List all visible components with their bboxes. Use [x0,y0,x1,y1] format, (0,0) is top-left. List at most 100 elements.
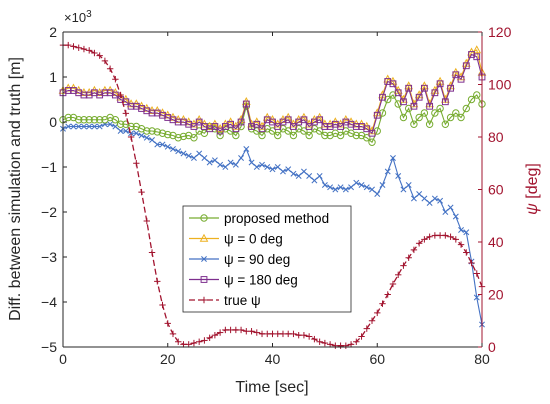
point-proposed-33 [232,131,240,140]
point-psi180-19 [159,111,166,119]
point-true_psi-49 [316,338,323,345]
point-true_psi-44 [290,330,297,338]
point-psi90-51 [327,184,334,191]
point-psi180-23 [180,118,187,126]
point-true_psi-28 [206,334,213,342]
point-psi90-33 [232,161,239,168]
point-psi90-18 [154,141,161,148]
point-true_psi-27 [201,337,208,344]
point-psi90-34 [238,155,245,161]
point-true_psi-79 [473,270,480,277]
point-true_psi-67 [410,246,418,254]
point-psi180-21 [169,116,177,124]
point-psi90-28 [206,159,213,166]
point-proposed-65 [399,113,408,122]
y-right-tick-label-0: 120 [488,24,512,40]
point-true_psi-48 [311,335,318,343]
series-line-psi180 [62,53,483,135]
point-proposed-46 [300,127,308,135]
point-psi180-44 [290,123,297,130]
point-true_psi-70 [426,233,433,240]
point-psi90-53 [337,184,344,191]
point-proposed-70 [425,120,434,128]
point-true_psi-37 [253,329,260,336]
point-psi90-36 [248,159,255,166]
point-psi90-31 [222,164,229,170]
point-psi180-34 [237,118,245,126]
y-ticks-right: 120 100 80 60 40 20 0 [478,24,512,355]
point-psi180-2 [70,87,77,94]
point-psi90-42 [280,168,286,175]
series-proposed [59,91,486,146]
legend-entry-proposed: proposed method [189,211,329,226]
y-left-tick-label-4: −2 [41,204,57,220]
point-psi180-36 [248,123,255,130]
point-true_psi-63 [389,280,397,288]
point-true_psi-46 [300,331,308,339]
point-proposed-22 [174,134,182,142]
point-psi90-41 [274,164,281,170]
point-psi180-54 [342,118,350,126]
point-proposed-40 [268,127,277,135]
point-psi90-77 [463,229,470,236]
point-true_psi-56 [353,338,360,345]
point-true_psi-77 [463,249,470,256]
point-psi90-40 [269,166,276,173]
point-psi90-14 [133,130,140,137]
point-true_psi-62 [384,291,391,298]
point-psi180-38 [258,125,266,133]
x-axis-label: Time [sec] [235,379,308,396]
point-psi90-43 [285,166,292,173]
point-proposed-38 [258,131,266,140]
point-true_psi-1 [65,41,72,49]
x-tick-label-1: 20 [160,351,176,367]
point-psi180-46 [300,116,308,124]
point-proposed-56 [352,131,360,140]
point-true_psi-60 [374,309,381,317]
point-proposed-67 [410,120,418,128]
point-proposed-73 [441,120,450,128]
point-psi90-70 [426,200,433,206]
point-true_psi-17 [148,249,156,256]
point-psi90-64 [395,173,402,179]
point-proposed-25 [190,134,198,142]
point-psi180-66 [405,84,413,92]
point-psi180-5 [85,91,93,99]
point-psi180-37 [253,120,261,128]
point-psi90-3 [75,123,82,130]
x-tick-label-2: 40 [265,351,281,367]
point-psi180-28 [206,125,214,133]
legend-marker-proposed [200,214,208,222]
point-true_psi-74 [447,233,454,240]
point-psi90-45 [295,173,302,179]
point-psi90-21 [170,146,176,152]
point-proposed-58 [363,134,371,142]
point-psi180-33 [232,125,240,133]
point-psi90-71 [431,195,438,202]
point-psi180-1 [64,87,72,94]
y-right-tick-label-1: 100 [488,77,512,93]
point-psi180-27 [201,123,208,130]
point-psi90-56 [353,179,360,186]
point-psi90-47 [306,173,313,179]
point-psi180-40 [269,118,276,126]
point-psi90-65 [400,186,407,193]
point-true_psi-76 [457,241,465,248]
point-psi90-46 [300,168,307,175]
point-psi90-30 [217,161,224,168]
point-proposed-1 [64,113,72,122]
point-true_psi-36 [248,328,255,335]
x-ticks: 0 20 40 60 80 [59,32,490,367]
point-psi0-79 [472,45,482,54]
point-psi180-59 [368,129,376,137]
point-psi90-1 [65,123,72,130]
point-psi180-75 [452,71,460,79]
y-axis-label-left: Diff. between simulation and truth [m] [7,57,24,321]
point-psi180-67 [410,102,418,110]
legend-entry-true_psi: true ψ [189,293,261,308]
point-true_psi-54 [342,342,350,349]
point-proposed-3 [75,116,83,124]
legend: proposed method ψ = 0 deg ψ = 90 deg ψ = 18… [182,205,352,313]
point-proposed-11 [116,120,125,128]
point-psi90-37 [253,164,260,170]
